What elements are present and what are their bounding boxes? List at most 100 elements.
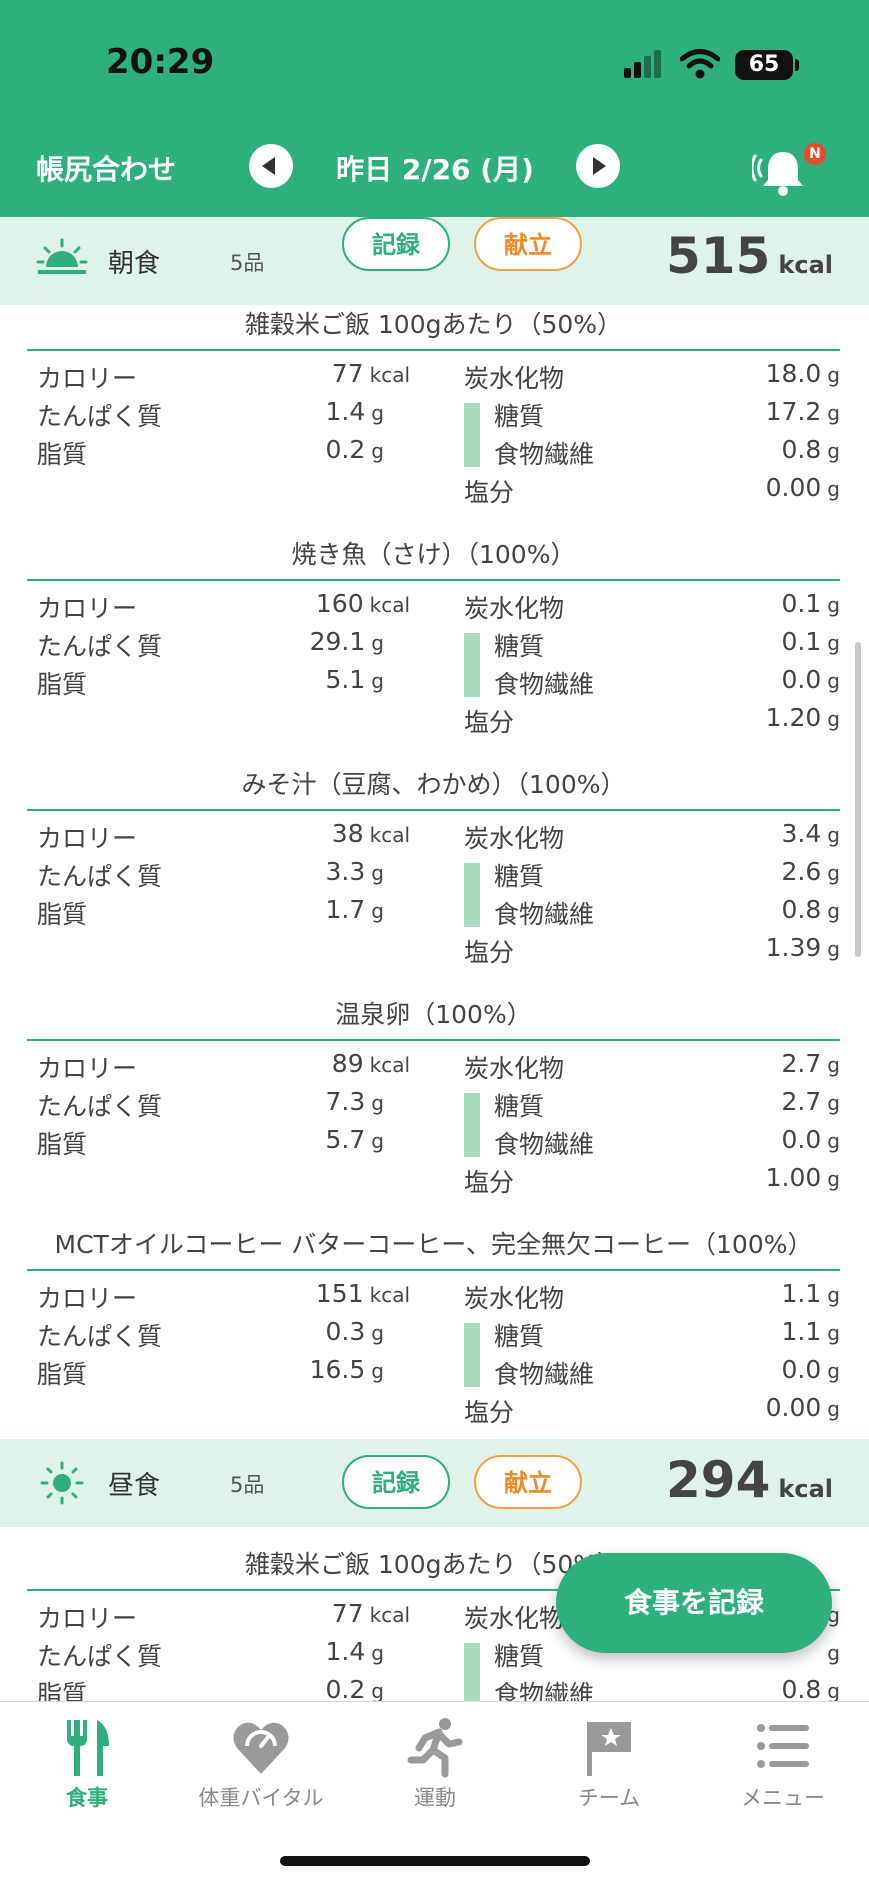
- carb-label: 炭水化物: [464, 1054, 565, 1083]
- calorie-value: 77 kcal: [331, 1599, 410, 1628]
- tab-menu[interactable]: メニュー: [696, 1702, 869, 1822]
- protein-label: たんぱく質: [37, 1642, 163, 1671]
- fiber-value: 0.8 g: [781, 1675, 840, 1701]
- fork-knife-icon: [67, 1720, 109, 1776]
- salt-value: 0.00 g: [765, 473, 840, 502]
- meal-header-lunch: 昼食 5品 記録 献立 294 kcal: [0, 1439, 869, 1527]
- food-item[interactable]: みそ汁（豆腐、わかめ）（100%） カロリー たんぱく質 脂質 38 kcal 3.3 g 1.…: [27, 765, 840, 967]
- cellular-signal-icon: [624, 50, 666, 78]
- battery-tip: [795, 59, 799, 71]
- fat-value: 5.7 g: [325, 1125, 384, 1154]
- meal-name: 朝食: [108, 249, 161, 279]
- sugar-label: 糖質: [494, 1642, 545, 1671]
- sugar-label: 糖質: [494, 1322, 545, 1351]
- fat-label: 脂質: [37, 1360, 88, 1389]
- record-button[interactable]: 記録: [342, 1455, 450, 1509]
- food-name: 焼き魚（さけ）（100%）: [291, 540, 576, 569]
- nutrition-table: カロリー たんぱく質 脂質 38 kcal 3.3 g 1.7 g 炭水化物 糖質 食物繊維 塩分 3.4…: [27, 811, 840, 967]
- calorie-value: 89 kcal: [331, 1049, 410, 1078]
- meal-header-breakfast: 朝食 5品 記録 献立 515 kcal: [0, 217, 869, 305]
- salt-label: 塩分: [464, 708, 515, 737]
- status-time: 20:29: [106, 42, 215, 82]
- carb-label: 炭水化物: [464, 1284, 565, 1313]
- sugar-value: 17.2 g: [765, 397, 840, 426]
- notification-bell-icon[interactable]: [752, 144, 814, 198]
- meal-item-count: 5品: [230, 251, 265, 275]
- carb-value: 1.1 g: [781, 1279, 840, 1308]
- tab-weight-vital[interactable]: 体重バイタル: [174, 1702, 348, 1822]
- runner-icon: [407, 1718, 463, 1778]
- food-item[interactable]: 雑穀米ご飯 100gあたり（50%） カロリー たんぱく質 脂質 77 kcal 1.4 g 0…: [27, 1545, 840, 1701]
- fiber-value: 0.8 g: [781, 435, 840, 464]
- scale-heart-icon: [233, 1722, 289, 1774]
- tab-team[interactable]: チーム: [522, 1702, 696, 1822]
- fiber-label: 食物繊維: [494, 900, 595, 929]
- protein-label: たんぱく質: [37, 1322, 163, 1351]
- food-name: 雑穀米ご飯 100gあたり（50%）: [244, 310, 623, 339]
- calorie-value: 77 kcal: [331, 359, 410, 388]
- divider: [27, 809, 840, 811]
- nutrition-table: カロリー たんぱく質 脂質 151 kcal 0.3 g 16.5 g 炭水化物 糖質 食物繊維 塩分 1…: [27, 1271, 840, 1427]
- salt-value: 0.00 g: [765, 1393, 840, 1422]
- protein-label: たんぱく質: [37, 402, 163, 431]
- sugar-label: 糖質: [494, 862, 545, 891]
- sugar-fiber-bar: [464, 863, 480, 927]
- record-button[interactable]: 記録: [342, 217, 450, 271]
- fiber-label: 食物繊維: [494, 670, 595, 699]
- food-item[interactable]: 温泉卵（100%） カロリー たんぱく質 脂質 89 kcal 7.3 g 5.7 g 炭水化物 糖質…: [27, 995, 840, 1197]
- protein-label: たんぱく質: [37, 632, 163, 661]
- date-label: 昨日 2/26 (月): [336, 153, 534, 186]
- protein-value: 29.1 g: [309, 627, 384, 656]
- scrollbar[interactable]: [855, 642, 861, 957]
- sugar-value: 2.7 g: [781, 1087, 840, 1116]
- meal-list[interactable]: 朝食 5品 記録 献立 515 kcal 雑穀米ご飯 100gあたり（50%） カロ…: [0, 217, 869, 1701]
- calorie-label: カロリー: [37, 824, 138, 853]
- fiber-value: 0.0 g: [781, 665, 840, 694]
- sugar-label: 糖質: [494, 402, 545, 431]
- salt-label: 塩分: [464, 1168, 515, 1197]
- record-meal-button[interactable]: 食事を記録: [556, 1553, 832, 1653]
- sugar-value: 1.1 g: [781, 1317, 840, 1346]
- previous-day-button[interactable]: [249, 144, 293, 188]
- menu-plan-button[interactable]: 献立: [474, 217, 582, 271]
- menu-plan-button[interactable]: 献立: [474, 1455, 582, 1509]
- fat-label: 脂質: [37, 440, 88, 469]
- divider: [27, 1269, 840, 1271]
- food-item[interactable]: 雑穀米ご飯 100gあたり（50%） カロリー たんぱく質 脂質 77 kcal 1.4 g 0…: [27, 305, 840, 507]
- sugar-label: 糖質: [494, 632, 545, 661]
- tab-label: 食事: [66, 1786, 108, 1810]
- salt-label: 塩分: [464, 938, 515, 967]
- tab-meal[interactable]: 食事: [0, 1702, 174, 1822]
- calorie-label: カロリー: [37, 594, 138, 623]
- fat-value: 0.2 g: [325, 435, 384, 464]
- sugar-fiber-bar: [464, 403, 480, 467]
- fat-value: 5.1 g: [325, 665, 384, 694]
- fiber-value: 0.8 g: [781, 895, 840, 924]
- food-item[interactable]: 焼き魚（さけ）（100%） カロリー たんぱく質 脂質 160 kcal 29.1 g 5.1 g…: [27, 535, 840, 737]
- wifi-icon: [680, 49, 720, 79]
- calorie-label: カロリー: [37, 1054, 138, 1083]
- food-name: 雑穀米ご飯 100gあたり（50%）: [244, 1550, 623, 1579]
- sugar-fiber-bar: [464, 633, 480, 697]
- carb-label: 炭水化物: [464, 824, 565, 853]
- food-name: みそ汁（豆腐、わかめ）（100%）: [241, 770, 626, 799]
- tab-label: メニュー: [741, 1786, 825, 1810]
- food-item[interactable]: MCTオイルコーヒー バターコーヒー、完全無欠コーヒー（100%） カロリー たんぱ…: [27, 1225, 840, 1427]
- calorie-label: カロリー: [37, 1284, 138, 1313]
- fiber-label: 食物繊維: [494, 1680, 595, 1701]
- calorie-label: カロリー: [37, 1604, 138, 1633]
- app-header: 20:29 65 帳尻合わせ 昨日 2/26 (月) N: [0, 0, 869, 217]
- salt-value: 1.20 g: [765, 703, 840, 732]
- carb-value: 18.0 g: [765, 359, 840, 388]
- carb-label: 炭水化物: [464, 1604, 565, 1633]
- sugar-value: 2.6 g: [781, 857, 840, 886]
- fat-value: 0.2 g: [325, 1675, 384, 1701]
- nutrition-table: カロリー たんぱく質 脂質 160 kcal 29.1 g 5.1 g 炭水化物 糖質 食物繊維 塩分 0…: [27, 581, 840, 737]
- tab-exercise[interactable]: 運動: [348, 1702, 522, 1822]
- protein-label: たんぱく質: [37, 1092, 163, 1121]
- divider: [27, 1039, 840, 1041]
- next-day-button[interactable]: [576, 144, 620, 188]
- salt-label: 塩分: [464, 1398, 515, 1427]
- tab-label: 体重バイタル: [198, 1786, 324, 1810]
- protein-value: 0.3 g: [325, 1317, 384, 1346]
